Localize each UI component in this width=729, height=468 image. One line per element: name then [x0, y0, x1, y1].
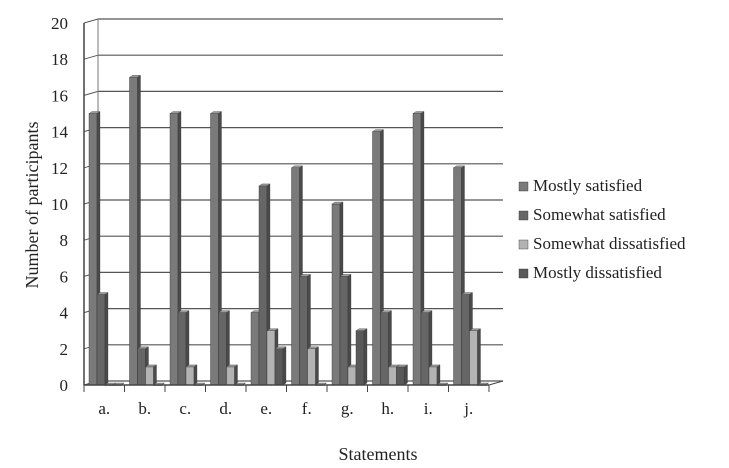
bar — [226, 364, 238, 386]
x-category-label: h. — [381, 399, 394, 418]
y-tick-label: 12 — [51, 159, 68, 178]
legend-item: Mostly dissatisfied — [518, 263, 662, 282]
gridline-diag — [83, 90, 99, 96]
y-tick-label: 4 — [60, 304, 69, 323]
legend-label: Mostly dissatisfied — [533, 263, 662, 282]
bar — [145, 364, 157, 386]
y-tick-label: 2 — [60, 340, 69, 359]
gridline-diag — [83, 18, 99, 24]
y-axis-title: Number of participants — [22, 122, 42, 289]
legend-swatch — [518, 181, 529, 192]
legend-swatch — [518, 268, 529, 279]
legend-label: Somewhat dissatisfied — [533, 234, 686, 253]
x-category-label: d. — [219, 399, 232, 418]
legend-item: Somewhat dissatisfied — [518, 234, 686, 253]
legend-swatch — [518, 239, 529, 250]
y-tick-label: 16 — [51, 86, 68, 105]
bar — [469, 328, 481, 386]
legend-label: Somewhat satisfied — [533, 205, 666, 224]
x-category-label: b. — [138, 399, 151, 418]
legend-item: Mostly satisfied — [518, 176, 643, 195]
bars — [88, 75, 489, 386]
legend-label: Mostly satisfied — [533, 176, 643, 195]
bar — [185, 364, 198, 386]
legend-swatch — [518, 210, 529, 221]
x-category-label: g. — [341, 399, 354, 418]
bar — [428, 364, 441, 386]
legend-item: Somewhat satisfied — [518, 205, 666, 224]
bar — [396, 364, 408, 386]
legend: Mostly satisfied Somewhat satisfied Somewh… — [518, 176, 686, 282]
x-axis-title: Statements — [339, 444, 418, 464]
x-category-label: j. — [463, 399, 473, 418]
x-category-label: e. — [260, 399, 272, 418]
x-category-label: i. — [424, 399, 433, 418]
x-category-label: f. — [302, 399, 312, 418]
x-category-label: a. — [98, 399, 110, 418]
bar — [274, 346, 287, 386]
y-tick-label: 14 — [51, 123, 69, 142]
y-tick-label: 20 — [51, 14, 68, 33]
y-tick-label: 6 — [60, 267, 69, 286]
y-tick-label: 0 — [60, 376, 69, 395]
y-axis-ticks: 0 2 4 6 8 10 12 14 16 18 20 — [51, 14, 69, 395]
bar — [129, 75, 141, 386]
y-tick-label: 8 — [60, 231, 69, 250]
bar — [339, 274, 352, 386]
gridline-diag — [83, 54, 99, 60]
x-axis-categories: a. b. c. d. e. f. g. h. i. j. — [98, 399, 473, 418]
y-tick-label: 18 — [51, 50, 68, 69]
x-category-label: c. — [179, 399, 191, 418]
axes — [83, 23, 504, 392]
bar — [307, 346, 319, 386]
bar — [355, 328, 368, 386]
floor-edge — [488, 380, 504, 386]
bar — [96, 292, 109, 386]
y-tick-label: 10 — [51, 195, 68, 214]
